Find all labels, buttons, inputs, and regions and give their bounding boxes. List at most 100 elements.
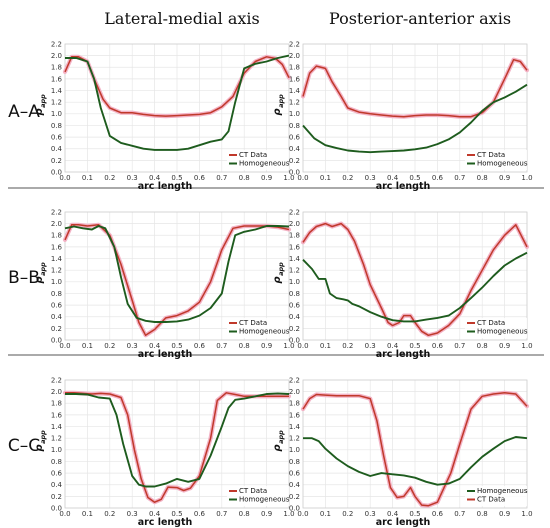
y-tick-label: 1.6 xyxy=(51,75,63,83)
y-axis-label-subscript: app xyxy=(277,94,285,108)
y-tick-label: 1.0 xyxy=(289,278,300,286)
y-axis-label-subscript: app xyxy=(39,94,47,108)
y-tick-label: 2.0 xyxy=(51,220,62,228)
y-axis-label-subscript: app xyxy=(39,262,47,276)
legend-entry: CT Data xyxy=(477,319,505,327)
y-tick-label: 1.0 xyxy=(51,446,62,454)
x-tick-label: 0.5 xyxy=(171,174,182,182)
x-tick-label: 0.1 xyxy=(82,510,93,518)
y-tick-label: 0.6 xyxy=(51,469,63,477)
x-tick-label: 0.7 xyxy=(216,174,227,182)
legend-box xyxy=(227,318,289,338)
y-tick-label: 1.8 xyxy=(51,64,62,72)
x-axis-label: arc length xyxy=(138,181,193,192)
y-tick-label: 0.2 xyxy=(289,325,300,333)
x-tick-label: 0.6 xyxy=(432,342,444,350)
y-tick-label: 2.0 xyxy=(51,388,62,396)
plot-frame xyxy=(64,43,290,173)
y-tick-label: 0.6 xyxy=(289,133,301,141)
y-axis-label-subscript: app xyxy=(277,430,285,444)
row-label-c-c: C–C xyxy=(8,436,40,456)
legend-entry: CT Data xyxy=(239,319,267,327)
legend-entry: Homogeneous xyxy=(239,328,290,336)
x-tick-label: 0.6 xyxy=(194,342,206,350)
plot-frame xyxy=(64,379,290,509)
series-line-ct-data xyxy=(64,224,290,337)
y-axis-label: ρ xyxy=(34,276,45,283)
y-axis-label: ρ xyxy=(272,276,283,283)
y-tick-label: 0.6 xyxy=(289,301,301,309)
legend-entry: Homogeneous xyxy=(477,487,528,495)
x-tick-label: 0.7 xyxy=(454,174,465,182)
x-tick-label: 0.8 xyxy=(239,510,250,518)
y-tick-label: 1.2 xyxy=(51,267,62,275)
y-tick-label: 0.4 xyxy=(51,313,63,321)
row-label-a-a: A–A xyxy=(8,102,40,122)
y-axis-label-subscript: app xyxy=(39,430,47,444)
y-tick-label: 0.0 xyxy=(289,168,300,176)
y-tick-label: 1.0 xyxy=(289,446,300,454)
y-tick-label: 2.0 xyxy=(289,388,300,396)
x-tick-label: 0.1 xyxy=(320,510,331,518)
y-tick-label: 1.8 xyxy=(289,64,300,72)
plot-frame xyxy=(302,379,528,509)
x-tick-label: 0.7 xyxy=(216,510,227,518)
x-tick-label: 0.9 xyxy=(261,174,272,182)
x-tick-label: 0.7 xyxy=(216,342,227,350)
series-line-homogeneous xyxy=(302,251,528,323)
y-tick-label: 1.6 xyxy=(51,411,63,419)
legend-box xyxy=(227,150,289,170)
x-tick-label: 0.8 xyxy=(477,174,488,182)
x-tick-label: 1.0 xyxy=(521,342,532,350)
y-axis-label: ρ xyxy=(34,444,45,451)
series-line-homogeneous xyxy=(65,392,290,488)
x-axis-label: arc length xyxy=(138,349,193,360)
y-tick-label: 0.2 xyxy=(51,325,62,333)
x-tick-label: 0.5 xyxy=(409,342,420,350)
column-title-lateral-medial: Lateral-medial axis xyxy=(104,9,259,28)
x-tick-label: 0.2 xyxy=(104,510,115,518)
chart-panel-5: 0.0 0.2 0.4 0.6 0.8 1.0 1.2 1.4 1.6 1.8 2.0 2.2 0.0 0… xyxy=(272,376,533,528)
y-tick-label: 1.6 xyxy=(51,243,63,251)
y-tick-label: 1.0 xyxy=(289,110,300,118)
x-tick-label: 0.2 xyxy=(342,174,353,182)
x-tick-label: 0.9 xyxy=(499,510,510,518)
series-line-ct-data xyxy=(65,392,289,503)
y-tick-label: 1.8 xyxy=(289,400,300,408)
x-tick-label: 0.5 xyxy=(409,174,420,182)
y-tick-label: 1.4 xyxy=(51,255,63,263)
y-axis-label: ρ xyxy=(34,108,45,115)
y-tick-label: 1.2 xyxy=(289,99,300,107)
x-tick-label: 0.9 xyxy=(261,510,272,518)
x-tick-label: 0.3 xyxy=(365,342,376,350)
y-tick-label: 1.8 xyxy=(51,400,62,408)
legend-entry: Homogeneous xyxy=(477,160,528,168)
plot-frame xyxy=(302,43,528,173)
plot-frame xyxy=(302,211,528,341)
legend-box xyxy=(465,486,527,506)
y-tick-label: 2.2 xyxy=(289,40,300,48)
y-tick-label: 0.0 xyxy=(51,336,62,344)
y-tick-label: 0.4 xyxy=(289,145,301,153)
legend-box xyxy=(465,150,527,170)
series-line-homogeneous xyxy=(303,436,528,486)
x-tick-label: 0.0 xyxy=(59,174,70,182)
series-line-ct-data xyxy=(302,58,528,118)
x-tick-label: 0.6 xyxy=(432,174,444,182)
series-line-ct-data xyxy=(302,392,528,507)
legend-entry: Homogeneous xyxy=(239,496,290,504)
y-tick-label: 0.0 xyxy=(51,168,62,176)
y-tick-label: 2.2 xyxy=(51,208,62,216)
x-tick-label: 1.0 xyxy=(283,174,294,182)
y-tick-label: 0.0 xyxy=(289,336,300,344)
x-tick-label: 0.8 xyxy=(239,174,250,182)
y-tick-label: 0.6 xyxy=(51,301,63,309)
y-tick-label: 0.8 xyxy=(289,122,300,130)
x-tick-label: 0.0 xyxy=(297,510,308,518)
chart-panel-2: 0.0 0.2 0.4 0.6 0.8 1.0 1.2 1.4 1.6 1.8 2.0 2.2 0.0 0… xyxy=(34,208,295,360)
y-tick-label: 2.2 xyxy=(51,376,62,384)
